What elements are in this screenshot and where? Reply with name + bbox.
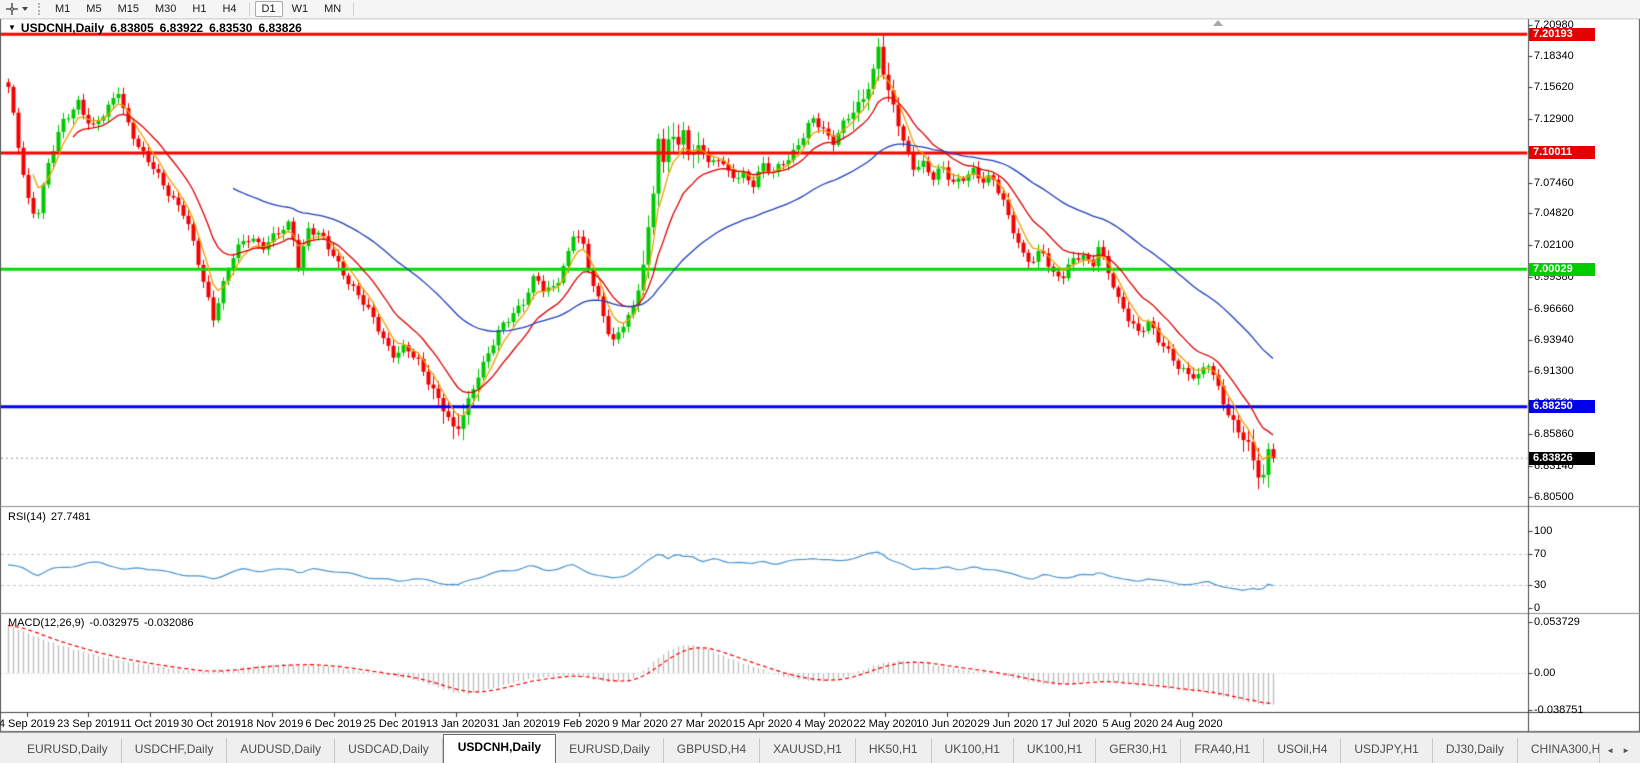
macd-name: MACD(12,26,9) — [8, 617, 85, 629]
tab-dj30-daily[interactable]: DJ30,Daily — [1433, 738, 1518, 763]
price-axis-tick: 6.85860 — [1534, 428, 1574, 441]
timeframe-button-m30[interactable]: M30 — [154, 3, 177, 15]
tab-eurusd-daily[interactable]: EURUSD,Daily — [14, 738, 122, 763]
date-axis-label: 4 Sep 2019 — [0, 718, 56, 730]
price-axis-tick: 6.96660 — [1534, 302, 1574, 315]
date-axis-label: 31 Jan 2020 — [487, 718, 548, 730]
tab-eurusd-daily[interactable]: EURUSD,Daily — [556, 738, 664, 763]
tab-usdcnh-daily[interactable]: USDCNH,Daily — [442, 734, 557, 763]
tab-uk100-h1[interactable]: UK100,H1 — [932, 738, 1014, 763]
price-level-badge: 7.20193 — [1529, 27, 1595, 41]
timeframe-button-m15[interactable]: M15 — [117, 3, 139, 15]
ohlc-open: 6.83805 — [110, 21, 154, 35]
ohlc-close: 6.83826 — [258, 21, 302, 35]
date-axis-label: 9 Mar 2020 — [612, 718, 668, 730]
toolbar-separator — [353, 2, 355, 16]
price-axis-tick: 6.91300 — [1534, 365, 1574, 378]
price-axis-tick: 6.80500 — [1534, 490, 1574, 503]
date-axis-label: 24 Aug 2020 — [1160, 718, 1223, 730]
tab-scroll-left-icon[interactable]: ◄ — [1606, 745, 1615, 755]
date-axis-label: 30 Oct 2019 — [180, 718, 241, 730]
timeframe-button-h4[interactable]: H4 — [222, 3, 237, 15]
tab-usdchf-daily[interactable]: USDCHF,Daily — [122, 738, 228, 763]
date-axis-label: 18 Nov 2019 — [240, 718, 304, 730]
date-axis-label: 17 Jul 2020 — [1040, 718, 1098, 730]
tab-ger30-h1[interactable]: GER30,H1 — [1096, 738, 1182, 763]
current-price-badge: 6.83826 — [1529, 451, 1595, 465]
price-axis-tick: 7.18340 — [1534, 49, 1574, 62]
date-axis-label: 13 Jan 2020 — [425, 718, 487, 730]
tab-xauusd-h1[interactable]: XAUUSD,H1 — [760, 738, 856, 763]
collapse-arrow-icon[interactable]: ▼ — [8, 23, 16, 32]
timeframe-toolbar: M1 M5 M15 M30 H1 H4 D1 W1 MN — [47, 0, 358, 18]
price-level-badge: 7.10011 — [1529, 146, 1595, 160]
date-axis-label: 22 May 2020 — [853, 718, 917, 730]
tab-china300-h1[interactable]: CHINA300,H1 — [1518, 738, 1599, 763]
rsi-value: 27.7481 — [50, 511, 91, 523]
tab-usoil-h4[interactable]: USOil,H4 — [1264, 738, 1342, 763]
price-axis-tick: 7.12900 — [1534, 113, 1574, 126]
date-axis-label: 19 Feb 2020 — [547, 718, 610, 730]
date-axis-label: 27 Mar 2020 — [670, 718, 733, 730]
tab-usdjpy-h1[interactable]: USDJPY,H1 — [1341, 738, 1433, 763]
date-axis-label: 15 Apr 2020 — [732, 718, 793, 730]
chart-title: ▼ USDCNH,Daily 6.83805 6.83922 6.83530 6.8382… — [8, 21, 302, 35]
date-axis-label: 10 Jun 2020 — [916, 718, 977, 730]
chart-symbol-label: USDCNH,Daily — [20, 21, 105, 35]
chevron-down-icon[interactable] — [22, 7, 28, 11]
macd-axis-tick: 0.053729 — [1534, 615, 1580, 628]
price-axis-tick: 7.07460 — [1534, 176, 1574, 189]
date-axis-label: 6 Dec 2019 — [305, 718, 362, 730]
ohlc-low: 6.83530 — [209, 21, 253, 35]
tab-usdcad-daily[interactable]: USDCAD,Daily — [335, 738, 443, 763]
price-level-badge: 6.88250 — [1529, 400, 1595, 414]
date-axis-label: 5 Aug 2020 — [1102, 718, 1159, 730]
cursor-tool-group — [0, 2, 32, 16]
timeframe-button-w1[interactable]: W1 — [291, 3, 309, 15]
rsi-axis-tick: 100 — [1534, 525, 1553, 537]
timeframe-button-d1[interactable]: D1 — [254, 1, 283, 17]
ohlc-high: 6.83922 — [159, 21, 204, 35]
toolbar-separator — [248, 2, 250, 16]
crosshair-tool-icon[interactable] — [4, 2, 20, 16]
macd-signal-value: -0.032086 — [143, 617, 194, 629]
macd-main-value: -0.032975 — [89, 617, 139, 629]
price-axis-tick: 7.02100 — [1534, 239, 1574, 252]
rsi-name: RSI(14) — [8, 511, 46, 523]
timeframe-button-m5[interactable]: M5 — [86, 3, 102, 15]
date-axis-label: 29 Jun 2020 — [977, 718, 1039, 730]
timeframe-button-mn[interactable]: MN — [324, 3, 342, 15]
date-axis-label: 4 May 2020 — [795, 718, 853, 730]
date-axis-label: 11 Oct 2019 — [120, 718, 180, 730]
date-axis-label: 25 Dec 2019 — [363, 718, 426, 730]
tab-hk50-h1[interactable]: HK50,H1 — [856, 738, 932, 763]
price-level-badge: 7.00029 — [1529, 262, 1595, 276]
price-axis-tick: 6.93940 — [1534, 334, 1574, 347]
chart-shift-marker-icon[interactable] — [1213, 20, 1223, 26]
top-toolbar: M1 M5 M15 M30 H1 H4 D1 W1 MN — [0, 0, 1640, 19]
tab-audusd-daily[interactable]: AUDUSD,Daily — [227, 738, 336, 763]
symbol-tab-bar: EURUSD,Daily USDCHF,Daily AUDUSD,Daily USDC… — [0, 732, 1640, 763]
rsi-axis-tick: 30 — [1534, 578, 1547, 591]
symbol-tabs: EURUSD,Daily USDCHF,Daily AUDUSD,Daily USDC… — [0, 733, 1599, 763]
macd-axis-tick: 0.00 — [1534, 667, 1556, 679]
rsi-indicator-label: RSI(14) 27.7481 — [8, 511, 91, 523]
price-axis-tick: 7.15620 — [1534, 81, 1574, 94]
tab-uk100-h1[interactable]: UK100,H1 — [1014, 738, 1097, 763]
macd-axis-tick: -0.038751 — [1534, 703, 1584, 716]
timeframe-button-h1[interactable]: H1 — [192, 3, 207, 15]
rsi-axis-tick: 0 — [1534, 602, 1541, 614]
timeframe-button-m1[interactable]: M1 — [55, 3, 71, 15]
tab-scroll-right-icon[interactable]: ► — [1622, 745, 1630, 755]
date-axis-label: 23 Sep 2019 — [57, 718, 120, 730]
toolbar-grip[interactable] — [38, 3, 40, 15]
price-axis-tick: 7.04820 — [1534, 207, 1574, 220]
tab-gbpusd-h4[interactable]: GBPUSD,H4 — [664, 738, 761, 763]
tab-fra40-h1[interactable]: FRA40,H1 — [1181, 738, 1265, 763]
tab-scroll-controls: ◄ ► — [1599, 743, 1640, 763]
rsi-axis-tick: 70 — [1534, 548, 1547, 561]
macd-indicator-label: MACD(12,26,9) -0.032975 -0.032086 — [8, 617, 194, 629]
